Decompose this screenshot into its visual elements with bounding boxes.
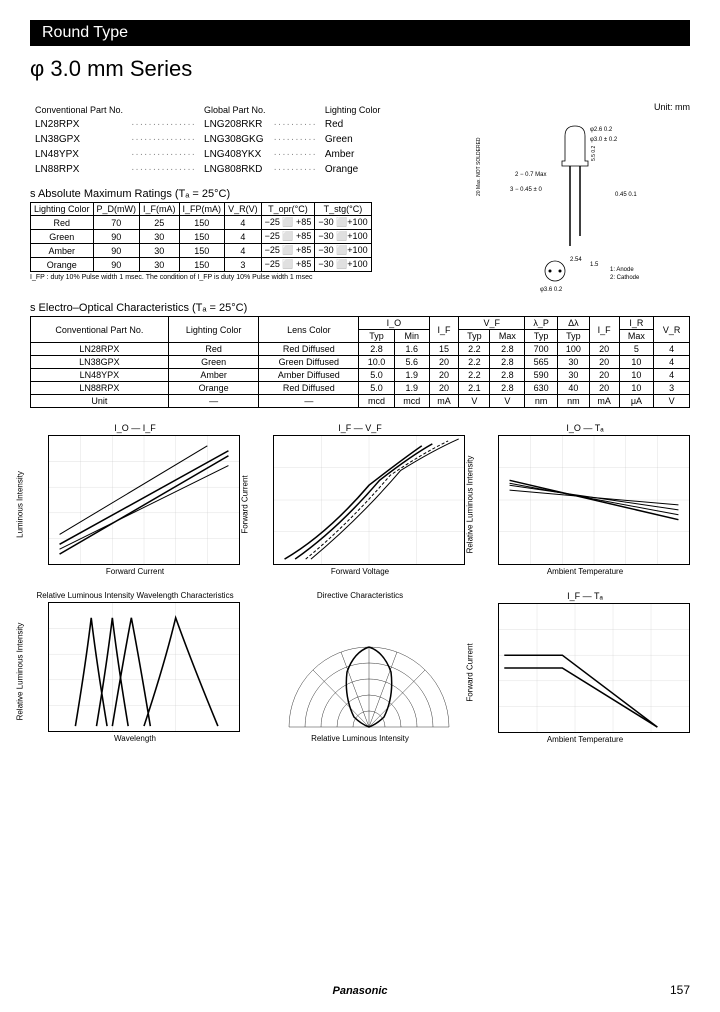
svg-text:0.45 0.1: 0.45 0.1 <box>615 192 637 198</box>
svg-text:2: Cathode: 2: Cathode <box>610 275 640 281</box>
brand-logo: Panasonic <box>332 985 387 997</box>
chart-if-vf: I_F — V_F Forward Current Forward Voltag… <box>255 423 465 576</box>
electro-title: s Electro–Optical Characteristics (Tₐ = … <box>30 302 690 314</box>
part-list: Conventional Part No. Global Part No. Li… <box>30 102 385 178</box>
unit-label: Unit: mm <box>470 102 690 112</box>
abs-max-title: s Absolute Maximum Ratings (Tₐ = 25°C) <box>30 188 450 200</box>
svg-text:φ2.6 0.2: φ2.6 0.2 <box>590 127 613 133</box>
page-number: 157 <box>670 983 690 997</box>
part-header-global: Global Part No. <box>201 104 269 116</box>
abs-max-footnote: I_FP : duty 10% Pulse width 1 msec. The … <box>30 274 450 281</box>
part-header-color: Lighting Color <box>322 104 384 116</box>
chart-wavelength: Relative Luminous Intensity Wavelength C… <box>30 591 240 744</box>
electro-table: Conventional Part No. Lighting Color Len… <box>30 316 690 408</box>
dimension-drawing: φ2.6 0.2 φ3.0 ± 0.2 0.45 0.1 2 − 0.7 Max… <box>470 116 690 296</box>
svg-text:5.5 0.2: 5.5 0.2 <box>591 145 597 161</box>
svg-text:2.54: 2.54 <box>570 257 582 263</box>
abs-max-table: Lighting ColorP_D(mW)I_F(mA)I_FP(mA)V_R(… <box>30 202 372 272</box>
svg-text:1: Anode: 1: Anode <box>610 267 634 273</box>
svg-text:2 − 0.7 Max: 2 − 0.7 Max <box>515 172 547 178</box>
svg-text:φ3.0 ± 0.2: φ3.0 ± 0.2 <box>590 137 618 143</box>
svg-text:1.5: 1.5 <box>590 262 599 268</box>
header-bar: Round Type <box>30 20 690 46</box>
chart-directive: Directive Characteristics <box>255 591 465 744</box>
svg-text:φ3.6 0.2: φ3.6 0.2 <box>540 287 563 293</box>
chart-io-ta: I_O — Tₐ Relative Luminous Intensity Amb… <box>480 423 690 576</box>
chart-io-if: I_O — I_F Luminous Intensity Forward Cur… <box>30 423 240 576</box>
part-header-conv: Conventional Part No. <box>32 104 126 116</box>
series-title: φ 3.0 mm Series <box>30 56 690 82</box>
svg-text:20 Max. NOT SOLDERED: 20 Max. NOT SOLDERED <box>476 137 482 196</box>
chart-if-ta: I_F — Tₐ Forward Current Ambient Tempera… <box>480 591 690 744</box>
svg-text:3 − 0.45 ± 0: 3 − 0.45 ± 0 <box>510 187 542 193</box>
